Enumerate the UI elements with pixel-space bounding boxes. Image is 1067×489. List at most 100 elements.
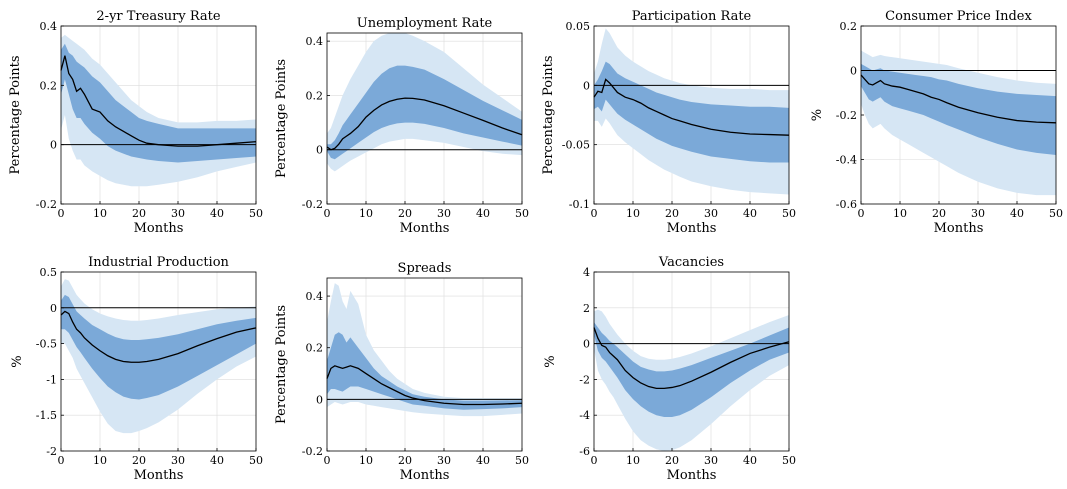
y-axis-label: % bbox=[10, 355, 25, 367]
axes-frame bbox=[326, 277, 523, 452]
inner-confidence-band bbox=[861, 63, 1056, 156]
x-tick-label: 50 bbox=[515, 207, 529, 220]
y-tick-label: 0 bbox=[50, 302, 57, 315]
x-axis-label: Months bbox=[934, 221, 984, 236]
axes-frame bbox=[60, 25, 257, 205]
median-response-line bbox=[60, 310, 257, 363]
y-axis-label: Percentage Points bbox=[541, 55, 556, 174]
x-tick-label: 30 bbox=[704, 207, 718, 220]
x-tick-label: 20 bbox=[398, 454, 412, 467]
y-axis-label: % bbox=[810, 109, 825, 121]
y-axis-label: % bbox=[543, 355, 558, 367]
x-tick-label: 40 bbox=[743, 207, 757, 220]
x-tick-label: 50 bbox=[249, 207, 263, 220]
y-tick-label: 2 bbox=[583, 302, 590, 315]
x-tick-label: 0 bbox=[58, 454, 65, 467]
y-tick-label: -6 bbox=[579, 445, 590, 458]
y-tick-label: 0 bbox=[316, 393, 323, 406]
y-tick-label: 0.4 bbox=[40, 20, 58, 33]
median-response-line bbox=[860, 74, 1057, 124]
x-tick-label: 20 bbox=[398, 207, 412, 220]
inner-confidence-band bbox=[594, 61, 789, 163]
y-tick-label: 0.05 bbox=[566, 20, 591, 33]
y-tick-label: 0 bbox=[583, 79, 590, 92]
x-tick-label: 10 bbox=[359, 207, 373, 220]
inner-confidence-band bbox=[61, 294, 256, 400]
y-tick-label: -4 bbox=[579, 409, 590, 422]
x-tick-label: 20 bbox=[665, 454, 679, 467]
x-tick-label: 0 bbox=[58, 207, 65, 220]
y-axis-label: Percentage Points bbox=[274, 59, 289, 178]
x-tick-label: 0 bbox=[858, 207, 865, 220]
x-tick-label: 30 bbox=[437, 207, 451, 220]
x-tick-label: 10 bbox=[93, 207, 107, 220]
y-tick-label: -0.2 bbox=[36, 198, 57, 211]
panel-7: 0 10 20 30 40 50 -6 -4 -2 0 2 4 Vacancies Months% bbox=[543, 255, 796, 483]
x-tick-label: 30 bbox=[171, 207, 185, 220]
axes-frame bbox=[593, 25, 790, 205]
x-tick-label: 0 bbox=[324, 207, 331, 220]
x-tick-label: 20 bbox=[132, 207, 146, 220]
x-tick-label: 10 bbox=[893, 207, 907, 220]
x-tick-label: 10 bbox=[359, 454, 373, 467]
x-axis-label: Months bbox=[134, 221, 184, 236]
y-tick-label: -0.6 bbox=[836, 198, 857, 211]
panel-1: 0 10 20 30 40 50-0.200.20.42-yr Treasury Rate… bbox=[8, 9, 263, 236]
y-tick-label: -0.5 bbox=[36, 338, 57, 351]
y-tick-label: -0.4 bbox=[836, 154, 857, 167]
y-tick-label: 0.4 bbox=[306, 35, 324, 48]
x-axis-label: Months bbox=[400, 468, 450, 483]
axes-frame bbox=[60, 271, 257, 452]
y-axis-label: Percentage Points bbox=[274, 305, 289, 424]
panel-4: 0 10 20 30 40 50 -0.6 -0.4 -0.2 0 0.2 Consumer Pric… bbox=[810, 9, 1063, 236]
axes-frame bbox=[326, 32, 523, 205]
x-tick-label: 30 bbox=[704, 454, 718, 467]
y-tick-label: -0.1 bbox=[569, 198, 590, 211]
y-tick-label: -1.5 bbox=[36, 409, 57, 422]
x-tick-label: 30 bbox=[437, 454, 451, 467]
median-response-line bbox=[60, 55, 257, 147]
y-tick-label: -0.2 bbox=[302, 445, 323, 458]
median-response-line bbox=[326, 97, 523, 151]
y-tick-label: -1 bbox=[46, 373, 57, 386]
inner-confidence-band bbox=[327, 65, 522, 160]
x-tick-label: 50 bbox=[782, 207, 796, 220]
x-tick-label: 40 bbox=[476, 207, 490, 220]
x-tick-label: 0 bbox=[591, 454, 598, 467]
median-response-line bbox=[326, 365, 523, 406]
x-tick-label: 0 bbox=[591, 207, 598, 220]
panel-3: 0 10 20 30 40 50 -0.1 -0.05 0 0.05 Participation R… bbox=[541, 9, 796, 236]
y-tick-label: -2 bbox=[46, 445, 57, 458]
panel-title: Vacancies bbox=[658, 255, 724, 270]
y-tick-label: 0.4 bbox=[306, 290, 324, 303]
x-tick-label: 20 bbox=[932, 207, 946, 220]
x-axis-label: Months bbox=[667, 221, 717, 236]
x-tick-label: 50 bbox=[515, 454, 529, 467]
y-tick-label: -0.2 bbox=[302, 198, 323, 211]
x-axis-label: Months bbox=[400, 221, 450, 236]
panel-6: 0 10 20 30 40 50-0.200.20.4SpreadsMonthsPerce… bbox=[274, 261, 529, 483]
x-tick-label: 50 bbox=[1049, 207, 1063, 220]
x-tick-label: 40 bbox=[1010, 207, 1024, 220]
x-tick-label: 20 bbox=[665, 207, 679, 220]
x-tick-label: 20 bbox=[132, 454, 146, 467]
median-response-line bbox=[593, 327, 790, 389]
x-tick-label: 50 bbox=[782, 454, 796, 467]
panel-title: Spreads bbox=[398, 261, 452, 276]
panel-title: Participation Rate bbox=[632, 9, 752, 24]
y-tick-label: 0 bbox=[850, 65, 857, 78]
panel-title: Unemployment Rate bbox=[357, 16, 493, 31]
x-axis-label: Months bbox=[134, 468, 184, 483]
y-tick-label: 0.5 bbox=[40, 266, 58, 279]
x-tick-label: 30 bbox=[971, 207, 985, 220]
panel-title: 2-yr Treasury Rate bbox=[96, 9, 220, 24]
x-tick-label: 10 bbox=[93, 454, 107, 467]
x-tick-label: 40 bbox=[210, 454, 224, 467]
x-tick-label: 50 bbox=[249, 454, 263, 467]
panel-5: 0 10 20 30 40 50 -2 -1.5 -1 -0.5 0 0.5 Industrial Pr… bbox=[10, 255, 263, 483]
y-tick-label: 0.2 bbox=[306, 342, 324, 355]
inner-confidence-band bbox=[594, 322, 789, 417]
y-tick-label: -2 bbox=[579, 373, 590, 386]
